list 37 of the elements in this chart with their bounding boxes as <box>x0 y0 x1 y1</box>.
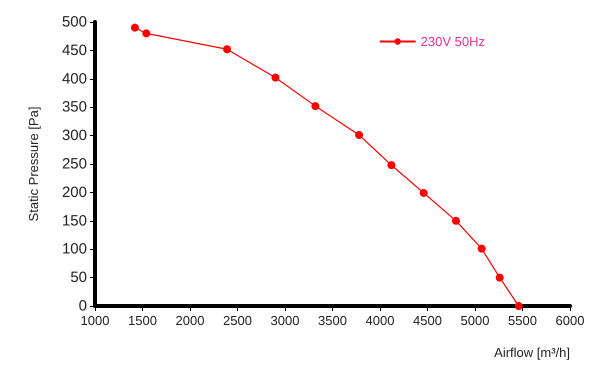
x-tick-label: 4000 <box>366 313 394 328</box>
point <box>478 244 486 253</box>
point <box>420 188 428 197</box>
y-tick-label: 450 <box>62 42 87 59</box>
point <box>496 274 504 282</box>
y-tick-label: 300 <box>62 127 87 144</box>
x-axis-title: Airflow [m³/h] <box>494 345 570 360</box>
y-axis-title: Static Pressure [Pa] <box>26 106 41 222</box>
x-tick-label: 3000 <box>270 313 300 328</box>
y-tick-label: 500 <box>62 14 87 30</box>
x-tick-label: 4500 <box>413 313 442 328</box>
y-tick-label: 350 <box>62 98 87 116</box>
x-tick-label: 5000 <box>460 313 490 328</box>
x-tick-label: 1500 <box>128 313 157 328</box>
y-tick-label: 100 <box>62 240 87 258</box>
point <box>130 24 139 32</box>
point <box>311 102 320 110</box>
x-tick-label: 6000 <box>556 313 584 328</box>
y-tick-label: 250 <box>62 156 87 172</box>
x-tick-label: 1000 <box>80 313 110 328</box>
point <box>355 131 364 140</box>
x-tick-label: 5500 <box>508 313 537 328</box>
x-tick-label: 2500 <box>223 313 252 328</box>
legend-label: 230V 50Hz <box>420 34 486 49</box>
y-tick-label: 200 <box>62 184 87 201</box>
y-tick-label: 50 <box>70 269 87 286</box>
x-tick-label: 3500 <box>318 313 347 328</box>
point <box>514 302 523 310</box>
y-tick-label: 0 <box>78 298 87 314</box>
point <box>452 216 460 225</box>
point <box>223 45 232 54</box>
y-tick-label: 150 <box>62 212 87 230</box>
point <box>272 74 280 82</box>
y-tick-label: 400 <box>62 70 87 88</box>
x-tick-label: 2000 <box>176 313 204 328</box>
point <box>387 161 396 170</box>
point <box>142 29 150 38</box>
